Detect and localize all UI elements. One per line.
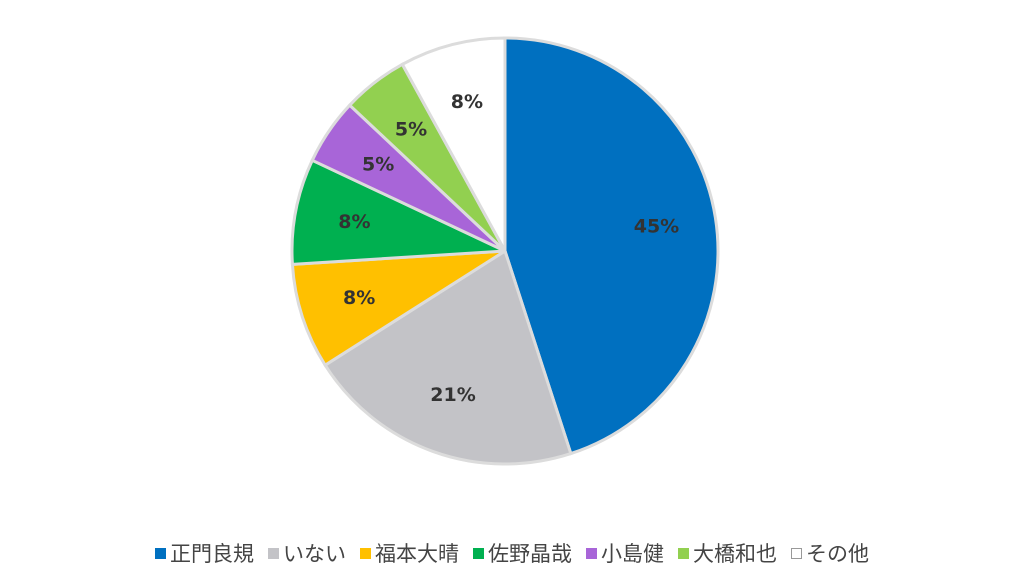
pie-slice: [400, 36, 507, 252]
legend-swatch: [360, 547, 371, 559]
legend-label: 福本大晴: [375, 542, 459, 566]
legend-item: 佐野晶哉: [473, 538, 572, 568]
pie-slice: [290, 249, 506, 368]
data-label: 5%: [395, 118, 427, 140]
legend-swatch: [791, 547, 802, 559]
legend-item: 正門良規: [155, 538, 254, 568]
legend-item: いない: [268, 538, 346, 568]
legend-swatch: [473, 547, 484, 559]
legend-label: いない: [283, 542, 346, 566]
legend-label: 大橋和也: [693, 542, 777, 566]
pie-slice: [290, 158, 506, 266]
legend-item: その他: [791, 538, 869, 568]
legend-swatch: [586, 547, 597, 559]
legend-label: その他: [806, 542, 869, 566]
data-label: 8%: [338, 211, 370, 233]
data-label: 5%: [362, 153, 394, 175]
legend-item: 小島健: [586, 538, 664, 568]
data-label: 8%: [451, 91, 483, 113]
legend: 正門良規 いない 福本大晴 佐野晶哉 小島健 大橋和也 その他: [0, 538, 1024, 568]
pie-slice: [323, 248, 573, 466]
data-label: 21%: [430, 384, 475, 406]
legend-swatch: [155, 547, 166, 559]
data-label: 8%: [343, 287, 375, 309]
legend-label: 正門良規: [170, 542, 254, 566]
pie-slice: [503, 36, 720, 456]
data-label: 45%: [634, 216, 679, 238]
legend-label: 小島健: [601, 542, 664, 566]
legend-item: 福本大晴: [360, 538, 459, 568]
legend-swatch: [268, 547, 279, 559]
legend-swatch: [678, 547, 689, 559]
legend-label: 佐野晶哉: [488, 542, 572, 566]
legend-item: 大橋和也: [678, 538, 777, 568]
